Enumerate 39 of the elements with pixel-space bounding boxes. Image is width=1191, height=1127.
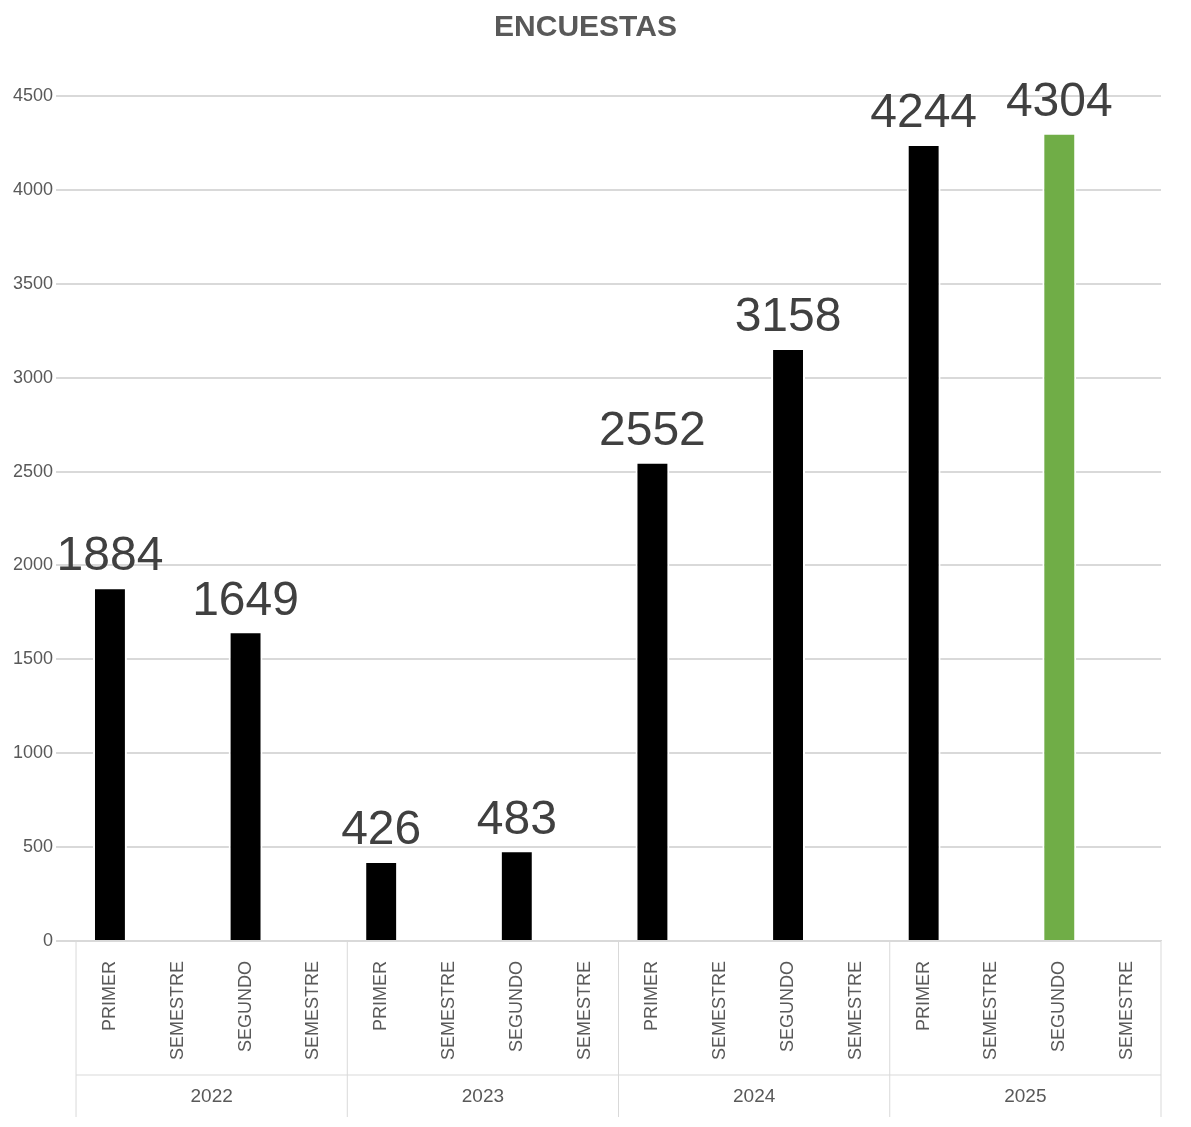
x-tick-label: PRIMER <box>641 960 662 1031</box>
x-tick-label: SEGUNDO <box>234 960 255 1052</box>
x-tick-label: SEGUNDO <box>777 960 798 1052</box>
y-tick-label: 3000 <box>13 366 54 387</box>
x-tick-label: SEMESTRE <box>980 960 1001 1061</box>
x-tick-label: SEMESTRE <box>709 960 730 1061</box>
x-tick-label: SEMESTRE <box>302 960 323 1061</box>
data-label: 1884 <box>56 527 164 581</box>
data-label: 4244 <box>870 84 978 138</box>
data-label: 2552 <box>599 402 706 456</box>
x-tick-label: PRIMER <box>370 960 391 1031</box>
y-tick-label: 4500 <box>13 84 54 105</box>
x-tick-label: SEMESTRE <box>437 960 458 1061</box>
text: 2025 <box>1004 1085 1047 1107</box>
x-tick-label: SEGUNDO <box>505 960 526 1052</box>
x-tick-label: SEMESTRE <box>844 960 865 1061</box>
data-label: 483 <box>476 790 557 844</box>
data-label: 4304 <box>1005 73 1113 127</box>
data-label: 426 <box>341 801 422 855</box>
x-tick-label: SEMESTRE <box>1116 960 1137 1061</box>
y-tick-label: 500 <box>23 836 54 857</box>
chart-title: ENCUESTAS <box>494 9 677 43</box>
data-label: 3158 <box>734 288 842 342</box>
x-tick-label: SEMESTRE <box>573 960 594 1061</box>
text: 2024 <box>733 1085 776 1107</box>
y-tick-label: 0 <box>43 929 54 950</box>
y-tick-label: 4000 <box>13 178 54 199</box>
y-tick-label: 2000 <box>13 554 54 575</box>
text: 2023 <box>461 1085 505 1107</box>
x-tick-label: SEMESTRE <box>166 960 187 1061</box>
data-label: 1649 <box>192 571 299 625</box>
x-tick-label: PRIMER <box>98 960 119 1031</box>
y-tick-label: 2500 <box>13 460 54 481</box>
y-tick-label: 3500 <box>13 272 54 293</box>
x-tick-label: SEGUNDO <box>1048 960 1069 1052</box>
text: 2022 <box>190 1085 233 1107</box>
y-tick-label: 1000 <box>13 742 54 763</box>
y-tick-label: 1500 <box>13 648 54 669</box>
x-tick-label: PRIMER <box>912 960 933 1031</box>
